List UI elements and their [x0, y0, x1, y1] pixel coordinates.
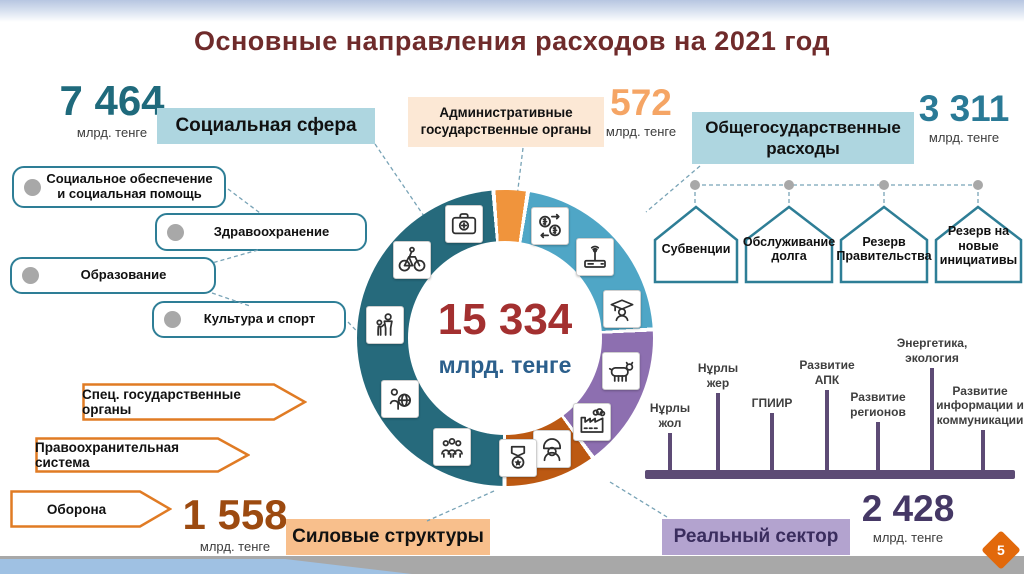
- social-item-label: Образование: [80, 267, 167, 283]
- page-title: Основные направления расходов на 2021 го…: [193, 26, 831, 56]
- force-structures-label: Силовые структуры: [286, 519, 490, 555]
- donut-center: 15 334 млрд. тенге: [408, 241, 602, 435]
- house-shape: [934, 205, 1023, 284]
- house-shape: [839, 205, 929, 284]
- amount-admin: 572 млрд. тенге: [596, 84, 686, 139]
- connector-dots: [690, 180, 983, 190]
- house-shape: [653, 205, 739, 284]
- cow-icon: [602, 352, 640, 390]
- currency-exchange-icon: [531, 207, 569, 245]
- timeline-bar: [645, 470, 1015, 479]
- amount-force-value: 1 558: [182, 491, 288, 538]
- timeline-tick: [876, 422, 880, 470]
- timeline-tick: [930, 368, 934, 470]
- house-label: Обслуживание долга: [742, 234, 836, 263]
- state-expenses-label: Общегосударственные расходы: [692, 112, 914, 164]
- graduate-icon: [603, 290, 641, 328]
- soldier-icon: [533, 430, 571, 468]
- bottom-blue-swoosh: [0, 559, 412, 574]
- social-item-label: Здравоохранение: [213, 223, 330, 239]
- house-new-initiatives-reserve: Резерв на новые инициативы: [934, 204, 1023, 284]
- factory-icon: [573, 403, 611, 441]
- program-nurly-zhol: Нұрлы жол: [649, 401, 691, 430]
- amount-real-unit: млрд. тенге: [872, 530, 944, 545]
- house-label: Резерв на новые инициативы: [939, 224, 1018, 268]
- timeline-tick: [981, 430, 985, 470]
- timeline-tick: [770, 413, 774, 470]
- people-group-icon: [433, 428, 471, 466]
- social-item-education: Образование: [10, 257, 216, 294]
- top-decoration-band: [0, 0, 1024, 22]
- amount-force: 1 558 млрд. тенге: [180, 491, 290, 555]
- bullet-dot: [167, 223, 184, 241]
- donut-total-value: 15 334: [437, 294, 573, 344]
- person-globe-icon: [381, 380, 419, 418]
- program-energy-ecology: Энергетика, экология: [896, 336, 968, 365]
- house-government-reserve: Резерв Правительства: [836, 204, 932, 284]
- program-gpiir: ГПИИР: [751, 395, 793, 410]
- house-shape: [744, 205, 834, 284]
- social-item-culture-sport: Культура и спорт: [152, 301, 346, 338]
- bullet-dot: [24, 178, 41, 196]
- real-sector-label: Реальный сектор: [662, 519, 850, 555]
- timeline-tick: [716, 393, 720, 470]
- page-number: 5: [997, 541, 1005, 558]
- program-regions-development: Развитие регионов: [850, 390, 906, 419]
- arrow-label: Спец. государственные органы: [82, 387, 241, 417]
- amount-social-value: 7 464: [59, 77, 165, 124]
- amount-real-value: 2 428: [861, 488, 955, 529]
- amount-admin-value: 572: [610, 82, 672, 123]
- house-debt-service: Обслуживание долга: [742, 204, 836, 284]
- bullet-dot: [164, 311, 181, 328]
- amount-social: 7 464 млрд. тенге: [52, 77, 172, 141]
- amount-state-unit: млрд. тенге: [928, 130, 1000, 145]
- amount-state: 3 311 млрд. тенге: [916, 90, 1012, 145]
- amount-real: 2 428 млрд. тенге: [858, 490, 958, 545]
- program-apk-development: Развитие АПК: [799, 358, 855, 387]
- social-item-label: Культура и спорт: [203, 311, 316, 327]
- arrow-shape: [82, 383, 307, 421]
- timeline-tick: [825, 390, 829, 470]
- arrow-label: Правоохранительная система: [35, 440, 179, 470]
- program-info-communications: Развитие информации и коммуникации: [936, 383, 1024, 427]
- arrow-shape: [10, 490, 172, 528]
- bullet-dot: [22, 267, 39, 284]
- house-label: Субвенции: [661, 241, 731, 256]
- bicycle-icon: [393, 241, 431, 279]
- admin-bodies-label: Административные государственные органы: [408, 97, 604, 147]
- first-aid-kit-icon: [445, 205, 483, 243]
- timeline-tick: [668, 433, 672, 470]
- medal-icon: [499, 439, 537, 477]
- social-item-label: Социальное обеспечение и социальная помо…: [46, 171, 213, 201]
- arrow-special-state-agencies: Спец. государственные органы: [82, 383, 307, 421]
- social-item-healthcare: Здравоохранение: [155, 213, 367, 251]
- arrow-label: Оборона: [46, 501, 107, 517]
- amount-force-unit: млрд. тенге: [199, 539, 271, 554]
- arrow-shape: [35, 437, 250, 473]
- amount-social-unit: млрд. тенге: [76, 125, 148, 140]
- amount-state-value: 3 311: [918, 88, 1010, 129]
- arrow-defense: Оборона: [10, 490, 172, 528]
- program-nurly-zher: Нұрлы жер: [697, 361, 739, 390]
- social-item-welfare: Социальное обеспечение и социальная помо…: [12, 166, 226, 208]
- family-icon: [366, 306, 404, 344]
- antenna-icon: [576, 238, 614, 276]
- social-sphere-label: Социальная сфера: [157, 108, 375, 144]
- house-label: Резерв Правительства: [836, 234, 932, 263]
- donut-total-unit: млрд. тенге: [438, 351, 572, 378]
- amount-admin-unit: млрд. тенге: [605, 124, 677, 139]
- arrow-law-enforcement: Правоохранительная система: [35, 437, 250, 473]
- house-subventions: Субвенции: [653, 204, 739, 284]
